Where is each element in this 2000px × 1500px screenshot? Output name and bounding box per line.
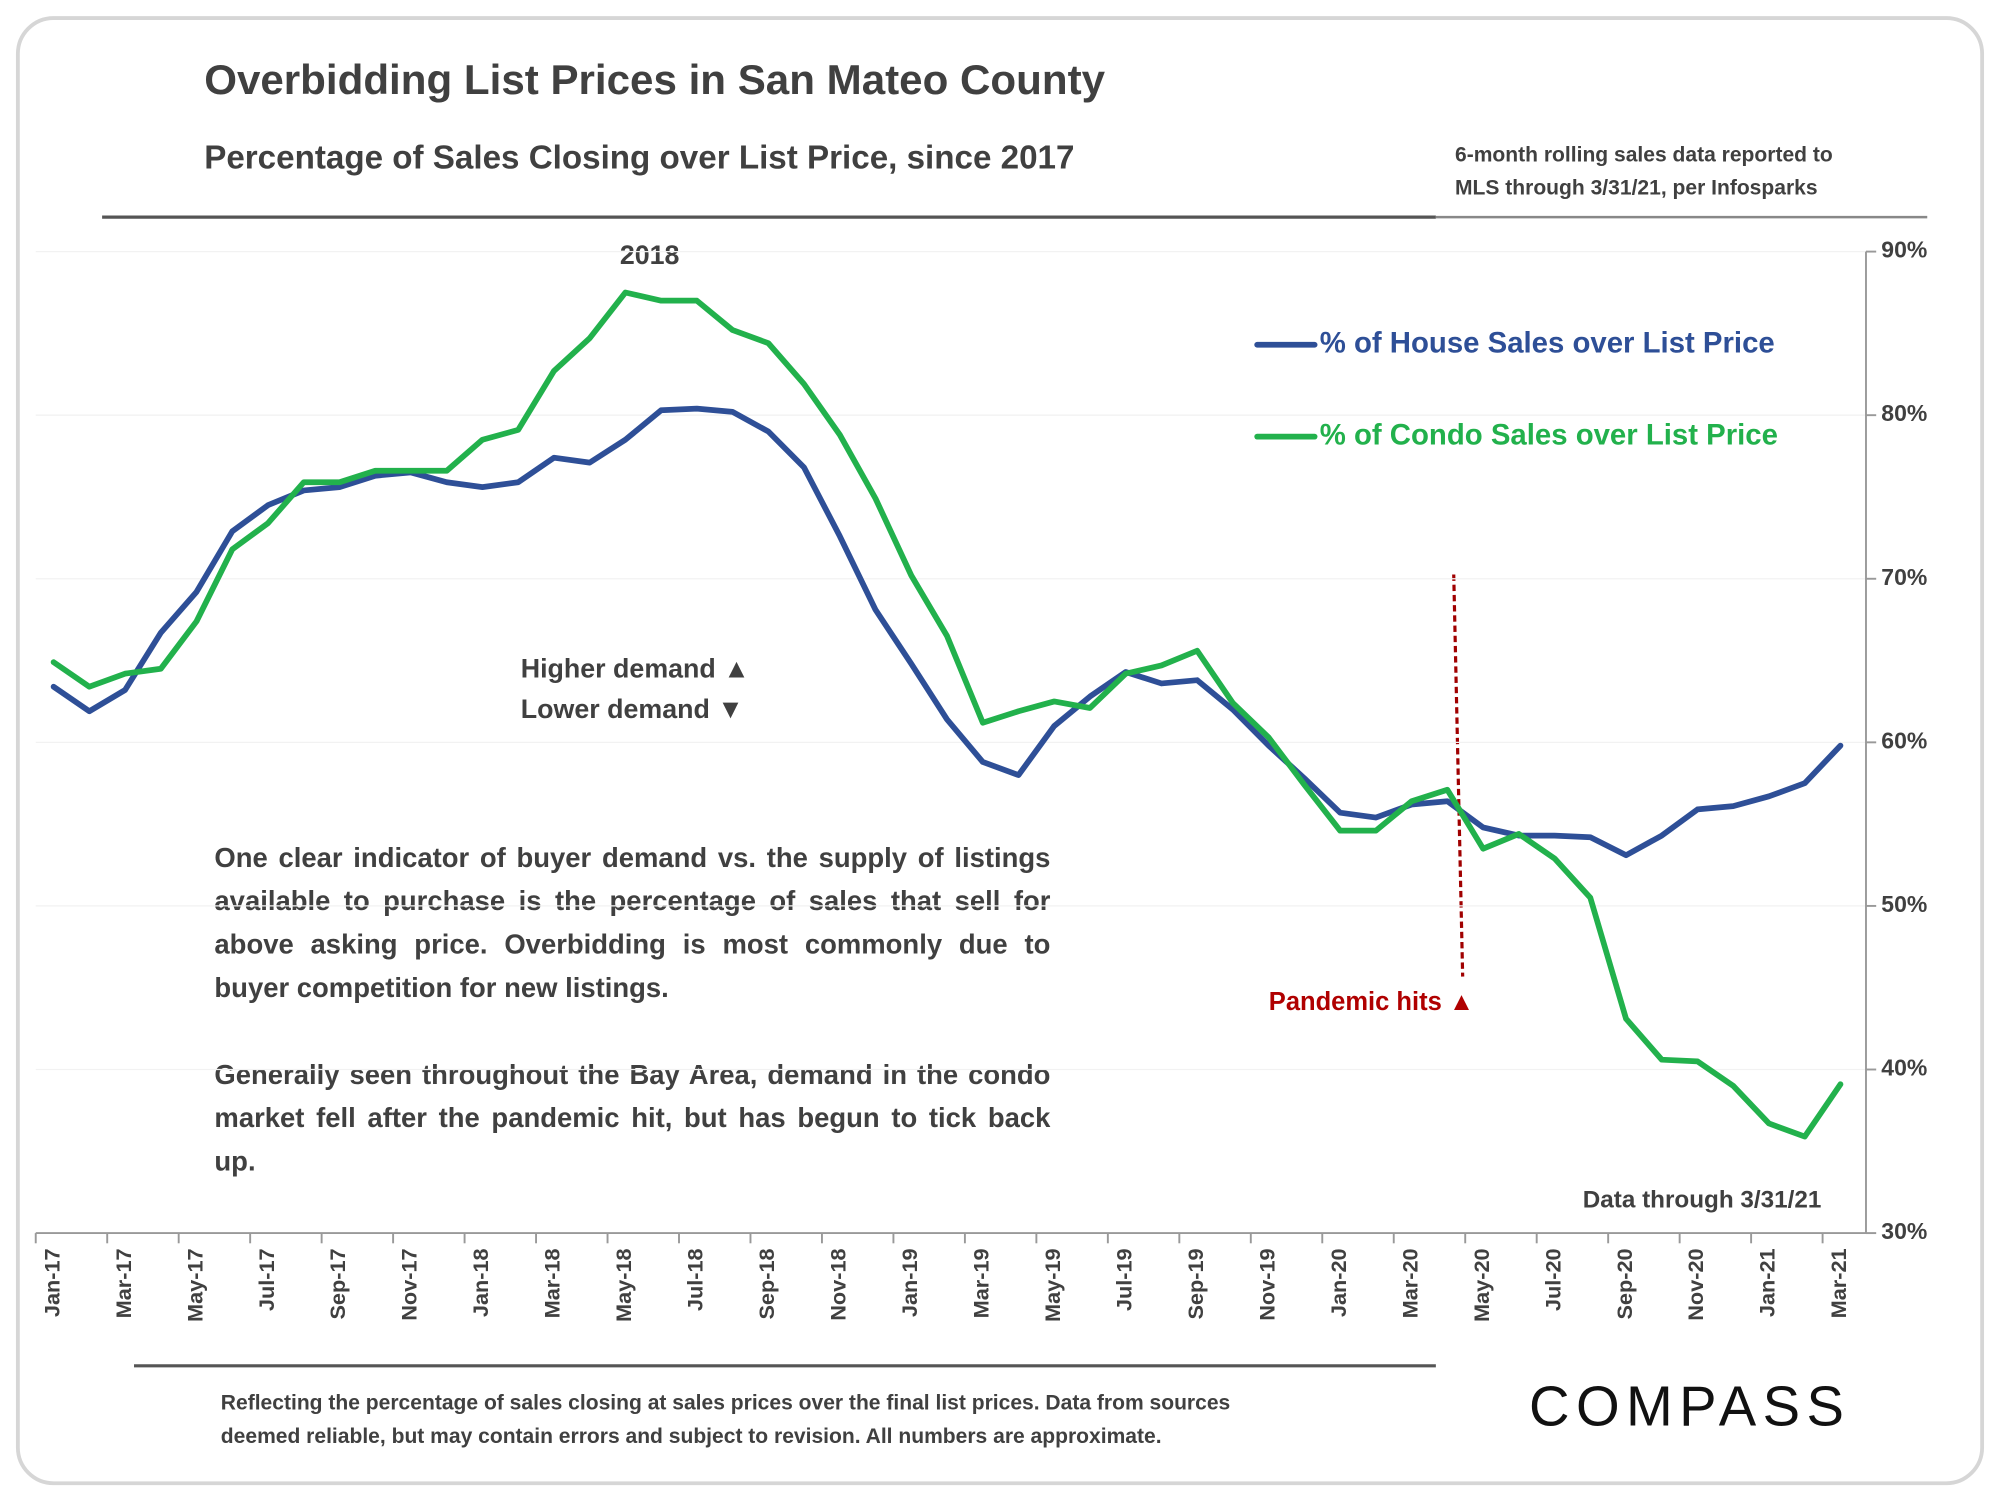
y-tick-label: 60% — [1881, 727, 1927, 753]
x-tick-label: Jan-19 — [897, 1248, 922, 1317]
x-tick-label: Mar-19 — [969, 1248, 994, 1318]
demand-annotation: Lower demand ▼ — [521, 694, 744, 724]
x-tick-label: Jul-20 — [1540, 1248, 1565, 1311]
y-tick-label: 90% — [1881, 237, 1927, 263]
x-tick-label: Mar-21 — [1826, 1248, 1851, 1318]
pandemic-marker — [1452, 574, 1465, 977]
footer-note: deemed reliable, but may contain errors … — [221, 1425, 1162, 1448]
x-tick-label: Nov-18 — [826, 1248, 851, 1320]
x-tick-label: Sep-20 — [1612, 1248, 1637, 1319]
x-tick-label: Jan-20 — [1326, 1248, 1351, 1317]
y-tick-label: 50% — [1881, 891, 1927, 917]
footer-note: Reflecting the percentage of sales closi… — [221, 1392, 1230, 1415]
chart-subtitle: Percentage of Sales Closing over List Pr… — [204, 139, 1074, 176]
demand-annotation: Higher demand ▲ — [521, 653, 750, 683]
x-tick-label: Mar-17 — [111, 1248, 136, 1318]
x-tick-label: Sep-19 — [1183, 1248, 1208, 1319]
description-paragraph: One clear indicator of buyer demand vs. … — [214, 842, 1051, 1004]
description-paragraph: Generally seen throughout the Bay Area, … — [214, 1059, 1051, 1177]
data-line — [50, 405, 1844, 859]
x-tick-label: Mar-18 — [540, 1248, 565, 1318]
x-tick-label: May-20 — [1469, 1248, 1494, 1322]
y-tick-label: 70% — [1881, 564, 1927, 590]
x-tick-label: Jul-18 — [683, 1248, 708, 1311]
x-tick-label: Sep-18 — [754, 1248, 779, 1319]
card-border — [15, 16, 1985, 1486]
pandemic-annotation: Pandemic hits ▲ — [1269, 988, 1474, 1016]
data-line — [50, 289, 1844, 1140]
logo: COMPASS — [1529, 1374, 1850, 1437]
x-tick-label: Nov-20 — [1683, 1248, 1708, 1320]
x-tick-label: Jul-19 — [1111, 1248, 1136, 1311]
source-note: MLS through 3/31/21, per Infosparks — [1455, 177, 1818, 200]
x-tick-label: Jul-17 — [254, 1248, 279, 1311]
description-box: One clear indicator of buyer demand vs. … — [214, 836, 1050, 1183]
source-note: 6-month rolling sales data reported to — [1455, 143, 1833, 166]
x-tick-label: Sep-17 — [325, 1248, 350, 1319]
x-tick-label: Mar-20 — [1397, 1248, 1422, 1318]
x-tick-label: Jan-21 — [1755, 1248, 1780, 1317]
legend-label: % of House Sales over List Price — [1320, 327, 1775, 360]
y-tick-label: 40% — [1881, 1055, 1927, 1081]
chart-title: Overbidding List Prices in San Mateo Cou… — [204, 56, 1105, 103]
x-tick-label: Jan-18 — [468, 1248, 493, 1317]
description: One clear indicator of buyer demand vs. … — [214, 836, 1050, 1183]
x-tick-label: May-17 — [182, 1248, 207, 1322]
peak-annotation: 2018 — [620, 240, 680, 270]
x-tick-label: May-19 — [1040, 1248, 1065, 1322]
legend-label: % of Condo Sales over List Price — [1320, 418, 1778, 451]
y-tick-label: 30% — [1881, 1218, 1927, 1244]
x-tick-label: May-18 — [611, 1248, 636, 1322]
x-tick-label: Nov-17 — [397, 1248, 422, 1320]
data-through-note: Data through 3/31/21 — [1583, 1187, 1822, 1214]
x-tick-label: Jan-17 — [39, 1248, 64, 1317]
x-tick-label: Nov-19 — [1254, 1248, 1279, 1320]
y-tick-label: 80% — [1881, 400, 1927, 426]
